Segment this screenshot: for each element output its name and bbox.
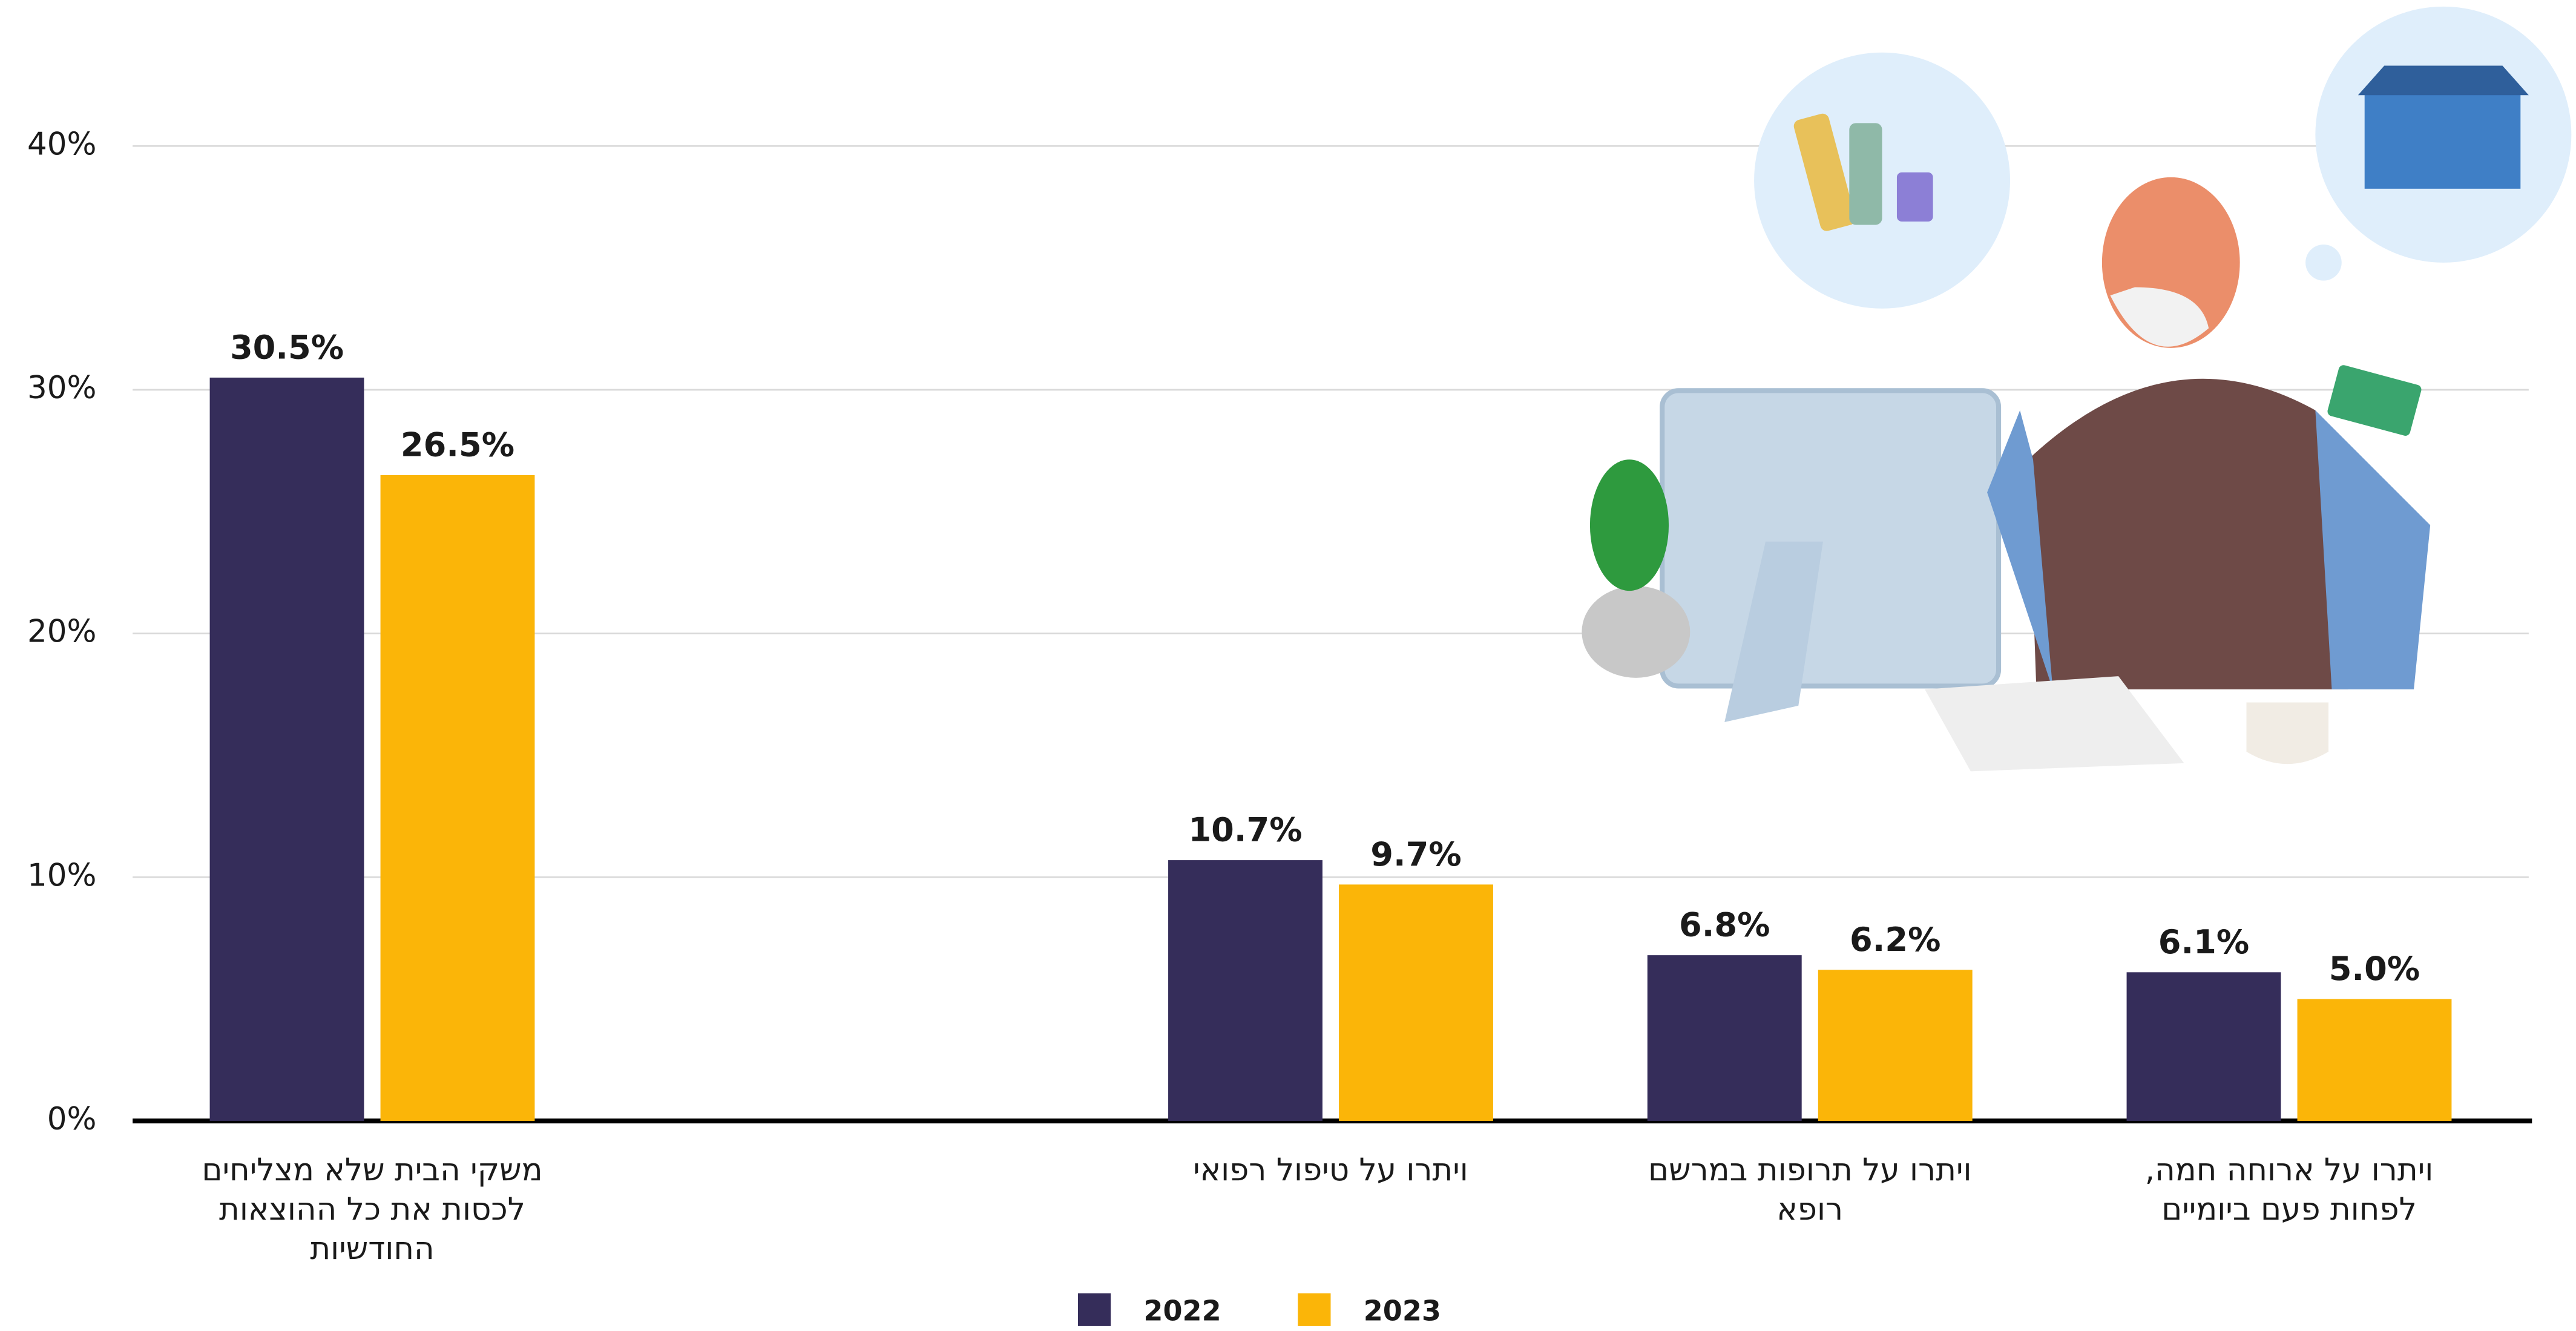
bar: [2126, 972, 2281, 1121]
y-tick-label: 30%: [27, 370, 96, 406]
monitor-stand: [1724, 541, 1823, 723]
x-tick-label-line: ויתרו על תרופות במרשם: [1648, 1152, 1972, 1188]
house: [2364, 90, 2521, 189]
x-tick-label: משקי הבית שלא מצליחים לכסות את כל ההוצאות…: [202, 1152, 542, 1267]
x-tick-label-line: ויתרו על טיפול רפואי: [1193, 1152, 1468, 1188]
value-label: 9.7%: [1370, 835, 1461, 873]
bar: [1818, 970, 1973, 1121]
x-tick-label: ויתרו על ארוחה חמה, לפחות פעם ביומיים: [2145, 1152, 2434, 1227]
x-tick-label: ויתרו על תרופות במרשם רופא: [1648, 1152, 1972, 1227]
x-tick-label-line: ויתרו על ארוחה חמה,: [2145, 1152, 2434, 1188]
pill-pack: [1793, 113, 1856, 231]
y-tick-label: 0%: [47, 1101, 97, 1137]
x-tick-label-line: משקי הבית שלא מצליחים: [202, 1152, 542, 1188]
value-label: 26.5%: [401, 426, 514, 464]
legend-swatch: [1077, 1293, 1111, 1326]
legend-label: 2023: [1364, 1295, 1441, 1327]
house-roof: [2358, 65, 2529, 96]
bar: [1168, 860, 1322, 1121]
value-label: 6.1%: [2158, 923, 2249, 961]
x-tick-label-line: החודשיות: [310, 1231, 434, 1267]
sweater: [2028, 378, 2348, 689]
bar: [209, 377, 364, 1121]
bar: [2297, 999, 2452, 1121]
bar: [1647, 955, 1802, 1121]
pill-pack: [1849, 123, 1882, 225]
x-tick-label-line: רופא: [1776, 1191, 1843, 1227]
cactus: [1589, 459, 1669, 591]
shirt: [1987, 410, 2431, 689]
cup: [2246, 702, 2329, 764]
value-label: 10.7%: [1188, 811, 1302, 849]
y-tick-label: 40%: [27, 126, 96, 162]
legend-swatch: [1298, 1293, 1331, 1326]
legend-label: 2022: [1143, 1295, 1221, 1327]
value-label: 5.0%: [2329, 950, 2420, 988]
monitor: [1660, 388, 2002, 689]
bar: [380, 475, 535, 1121]
value-label: 6.8%: [1679, 906, 1770, 944]
x-tick-label-line: לפחות פעם ביומיים: [2161, 1191, 2417, 1227]
thought-dot: [2305, 245, 2342, 281]
credit-card: [2327, 365, 2422, 436]
y-tick-label: 10%: [27, 857, 96, 893]
pill-box: [1896, 172, 1933, 222]
x-tick-label: ויתרו על טיפול רפואי: [1193, 1152, 1468, 1188]
beard: [2110, 287, 2209, 347]
illustration: [1582, 6, 2572, 772]
x-tick-label-line: לכסות את כל ההוצאות: [219, 1191, 525, 1227]
y-tick-label: 20%: [27, 614, 96, 650]
value-label: 6.2%: [1850, 921, 1940, 959]
plant-pot: [1582, 585, 1690, 678]
value-label: 30.5%: [230, 328, 344, 366]
papers: [1925, 676, 2184, 772]
bar: [1339, 884, 1493, 1121]
